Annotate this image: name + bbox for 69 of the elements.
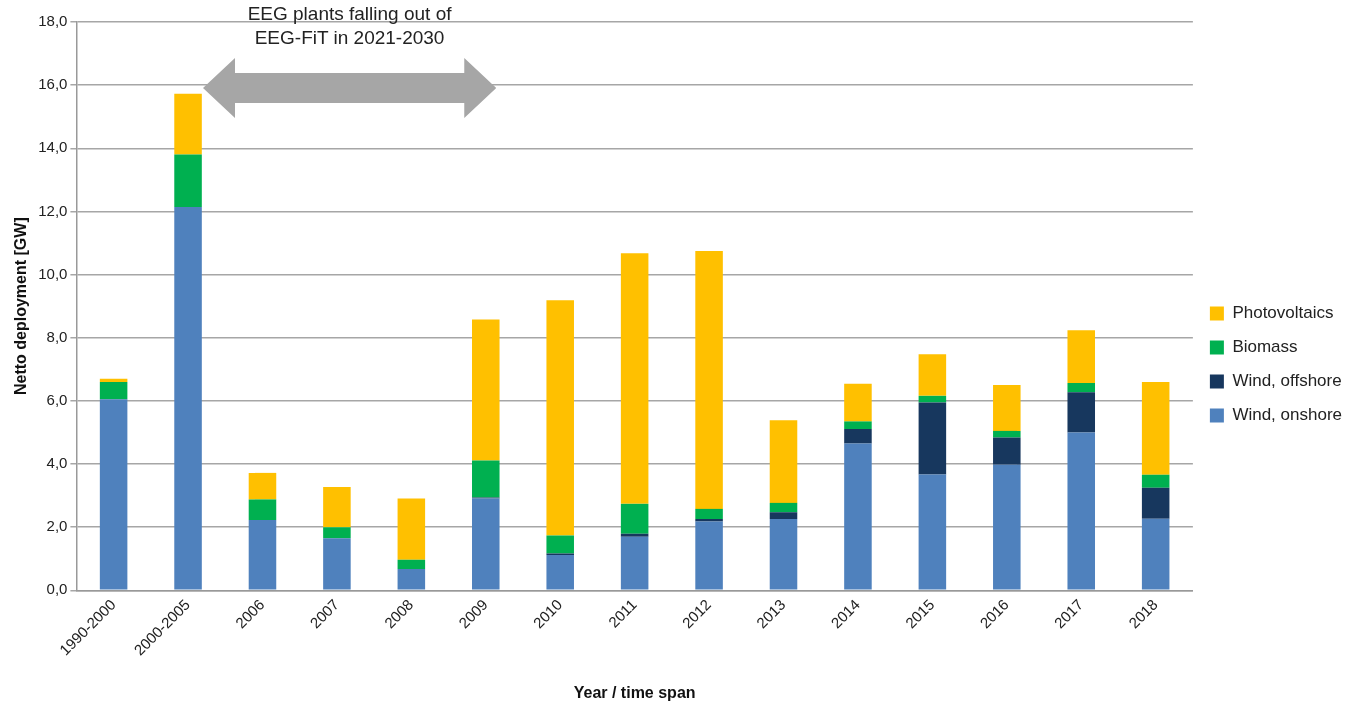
- bar: [769, 518, 798, 590]
- bar: [546, 300, 574, 536]
- y-tick-label: 10,0: [38, 264, 68, 282]
- bar: [472, 319, 500, 461]
- y-tick-label: 12,0: [38, 201, 68, 219]
- legend-label: Wind, onshore: [1232, 405, 1343, 425]
- bar: [918, 474, 947, 590]
- bar: [993, 430, 1021, 438]
- bar: [1141, 381, 1170, 475]
- bar: [844, 383, 872, 422]
- x-axis-title: Year / time span: [573, 683, 696, 701]
- y-tick-label: 2,0: [46, 517, 68, 535]
- bar: [248, 499, 277, 520]
- bar: [844, 421, 872, 429]
- y-tick-label: 14,0: [38, 138, 68, 156]
- bar: [397, 559, 426, 569]
- y-tick-label: 18,0: [38, 12, 68, 30]
- bar: [1067, 330, 1096, 383]
- bar: [1067, 382, 1096, 393]
- bar: [248, 472, 277, 500]
- bar: [472, 498, 500, 590]
- bar: [174, 154, 202, 208]
- bar: [844, 443, 872, 590]
- bar: [1141, 518, 1170, 590]
- bar: [397, 498, 426, 560]
- legend-label: Wind, offshore: [1232, 371, 1342, 391]
- bar: [546, 554, 574, 590]
- bar: [918, 402, 947, 475]
- y-tick-label: 16,0: [38, 75, 68, 93]
- bar: [918, 354, 947, 396]
- bar: [99, 378, 128, 382]
- bar: [695, 518, 723, 522]
- bar: [620, 503, 649, 534]
- bar: [99, 399, 128, 590]
- bar: [323, 527, 351, 539]
- bar: [323, 538, 351, 590]
- bar: [248, 519, 277, 590]
- bar: [546, 535, 574, 554]
- legend-label: Biomass: [1232, 337, 1298, 357]
- bar: [174, 207, 202, 590]
- y-tick-label: 4,0: [46, 454, 68, 472]
- bar: [620, 253, 649, 504]
- bar: [695, 508, 723, 519]
- bar: [1067, 432, 1096, 590]
- bar: [769, 512, 798, 519]
- y-axis-title: Netto deployment [GW]: [12, 217, 30, 396]
- legend-label: Photovoltaics: [1232, 303, 1334, 323]
- bar: [993, 385, 1021, 431]
- bar: [323, 487, 351, 528]
- bar: [1067, 392, 1096, 433]
- bar: [993, 437, 1021, 465]
- annotation: EEG plants falling out of EEG-FiT in 2021-2030: [246, 2, 453, 50]
- bar: [695, 521, 723, 590]
- bar: [769, 420, 798, 503]
- bar: [99, 381, 128, 400]
- bar: [620, 536, 649, 590]
- bar: [397, 568, 426, 590]
- y-tick-label: 6,0: [46, 391, 68, 409]
- bar: [993, 464, 1021, 590]
- bar: [769, 502, 798, 513]
- bar: [174, 93, 202, 155]
- y-tick-label: 8,0: [46, 327, 68, 345]
- bar: [1141, 487, 1170, 519]
- bar: [844, 429, 872, 444]
- bar: [1141, 474, 1170, 488]
- y-tick-label: 0,0: [46, 580, 68, 598]
- bar: [472, 460, 500, 498]
- bar: [620, 533, 649, 537]
- bar: [695, 250, 723, 509]
